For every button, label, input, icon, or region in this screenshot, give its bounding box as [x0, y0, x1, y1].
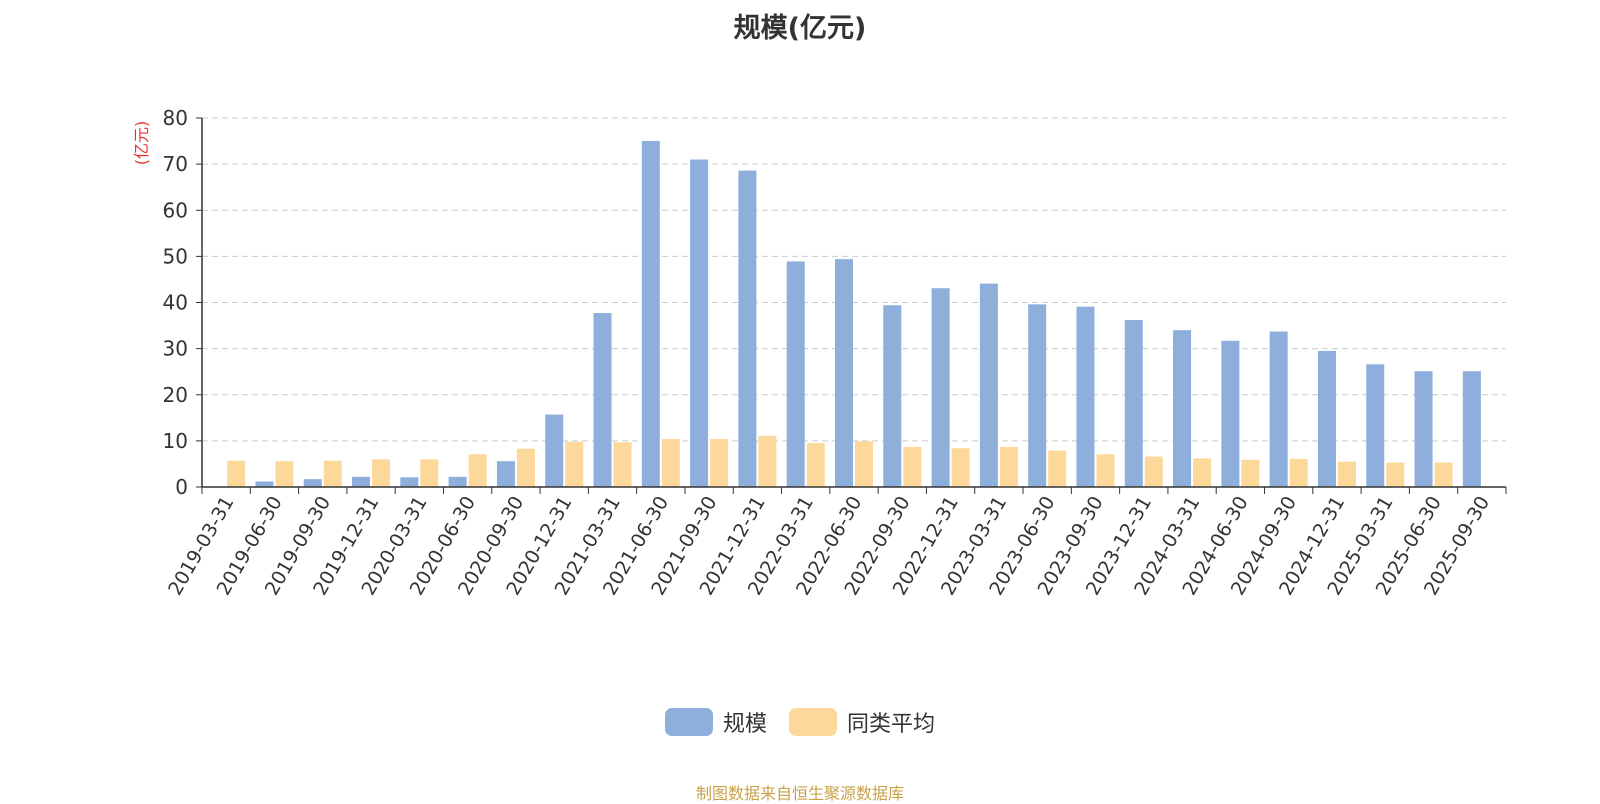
- bar-peer-average[interactable]: [420, 459, 439, 487]
- bar-scale[interactable]: [303, 479, 322, 487]
- bar-peer-average[interactable]: [1096, 454, 1115, 487]
- bar-peer-average[interactable]: [758, 435, 777, 487]
- bar-peer-average[interactable]: [323, 460, 342, 487]
- bar-scale[interactable]: [883, 305, 902, 487]
- y-tick-label: 70: [163, 152, 188, 176]
- bar-peer-average[interactable]: [903, 446, 922, 487]
- source-note: 制图数据来自恒生聚源数据库: [695, 784, 904, 803]
- bar-scale[interactable]: [835, 259, 853, 487]
- bar-scale[interactable]: [641, 141, 660, 487]
- chart-title: 规模(亿元): [733, 13, 867, 44]
- bar-scale[interactable]: [738, 170, 757, 487]
- bar-scale[interactable]: [496, 461, 515, 487]
- bar-peer-average[interactable]: [1144, 456, 1163, 487]
- legend-label-scale: 规模: [722, 712, 767, 737]
- bar-peer-average[interactable]: [1048, 450, 1067, 487]
- bar-scale[interactable]: [1221, 340, 1240, 487]
- bar-peer-average[interactable]: [227, 460, 246, 487]
- bar-peer-average[interactable]: [1386, 462, 1405, 487]
- legend-item-scale[interactable]: 规模: [664, 706, 767, 738]
- y-tick-label: 40: [163, 291, 188, 315]
- y-tick-label: 0: [175, 475, 188, 499]
- legend-item-peer-average[interactable]: 同类平均: [789, 706, 935, 738]
- bar-peer-average[interactable]: [613, 442, 632, 487]
- bar-scale[interactable]: [448, 476, 467, 487]
- bar-scale[interactable]: [1173, 330, 1192, 487]
- bar-scale[interactable]: [545, 414, 564, 487]
- bar-peer-average[interactable]: [1337, 461, 1356, 487]
- y-tick-label: 60: [163, 198, 188, 222]
- bar-peer-average[interactable]: [565, 441, 584, 487]
- bar-scale[interactable]: [593, 313, 612, 487]
- bars: [227, 141, 1481, 487]
- bar-scale[interactable]: [1462, 371, 1481, 487]
- bar-scale[interactable]: [1124, 320, 1143, 487]
- bar-scale[interactable]: [979, 283, 998, 487]
- legend: 规模 同类平均: [0, 706, 1600, 738]
- legend-label-peer-average: 同类平均: [847, 712, 936, 737]
- gridlines: [202, 117, 1506, 442]
- bar-scale[interactable]: [255, 481, 274, 487]
- bar-scale[interactable]: [1366, 364, 1385, 487]
- legend-swatch-peer-average: [789, 708, 837, 736]
- bar-scale[interactable]: [1028, 304, 1047, 487]
- bar-peer-average[interactable]: [516, 448, 535, 487]
- bar-peer-average[interactable]: [855, 441, 873, 487]
- legend-swatch-scale: [664, 708, 713, 736]
- bar-peer-average[interactable]: [710, 439, 729, 487]
- y-tick-label: 10: [163, 429, 188, 453]
- bar-scale[interactable]: [1317, 350, 1336, 487]
- bar-scale[interactable]: [400, 477, 419, 487]
- bar-peer-average[interactable]: [1193, 458, 1212, 487]
- y-tick-label: 50: [163, 244, 188, 268]
- y-axis-label: (亿元): [132, 121, 151, 166]
- bar-peer-average[interactable]: [806, 443, 825, 487]
- bar-peer-average[interactable]: [468, 454, 487, 487]
- bar-peer-average[interactable]: [1434, 462, 1453, 487]
- bar-scale[interactable]: [690, 159, 709, 487]
- y-tick-label: 30: [163, 337, 188, 361]
- bar-peer-average[interactable]: [372, 459, 391, 487]
- bar-scale[interactable]: [786, 261, 805, 487]
- bar-peer-average[interactable]: [275, 461, 294, 487]
- y-tick-label: 20: [163, 383, 188, 407]
- bar-peer-average[interactable]: [1241, 459, 1260, 487]
- y-tick-label: 80: [163, 106, 188, 130]
- bar-scale[interactable]: [1076, 306, 1095, 487]
- bar-scale[interactable]: [1269, 331, 1288, 487]
- bar-peer-average[interactable]: [661, 439, 680, 487]
- bar-peer-average[interactable]: [951, 448, 970, 487]
- bar-peer-average[interactable]: [1289, 458, 1308, 487]
- bar-scale[interactable]: [1414, 371, 1433, 487]
- bar-peer-average[interactable]: [999, 446, 1018, 487]
- bar-scale[interactable]: [352, 476, 371, 487]
- bar-scale[interactable]: [931, 288, 950, 487]
- axes: 010203040506070802019-03-312019-06-30201…: [163, 106, 1507, 599]
